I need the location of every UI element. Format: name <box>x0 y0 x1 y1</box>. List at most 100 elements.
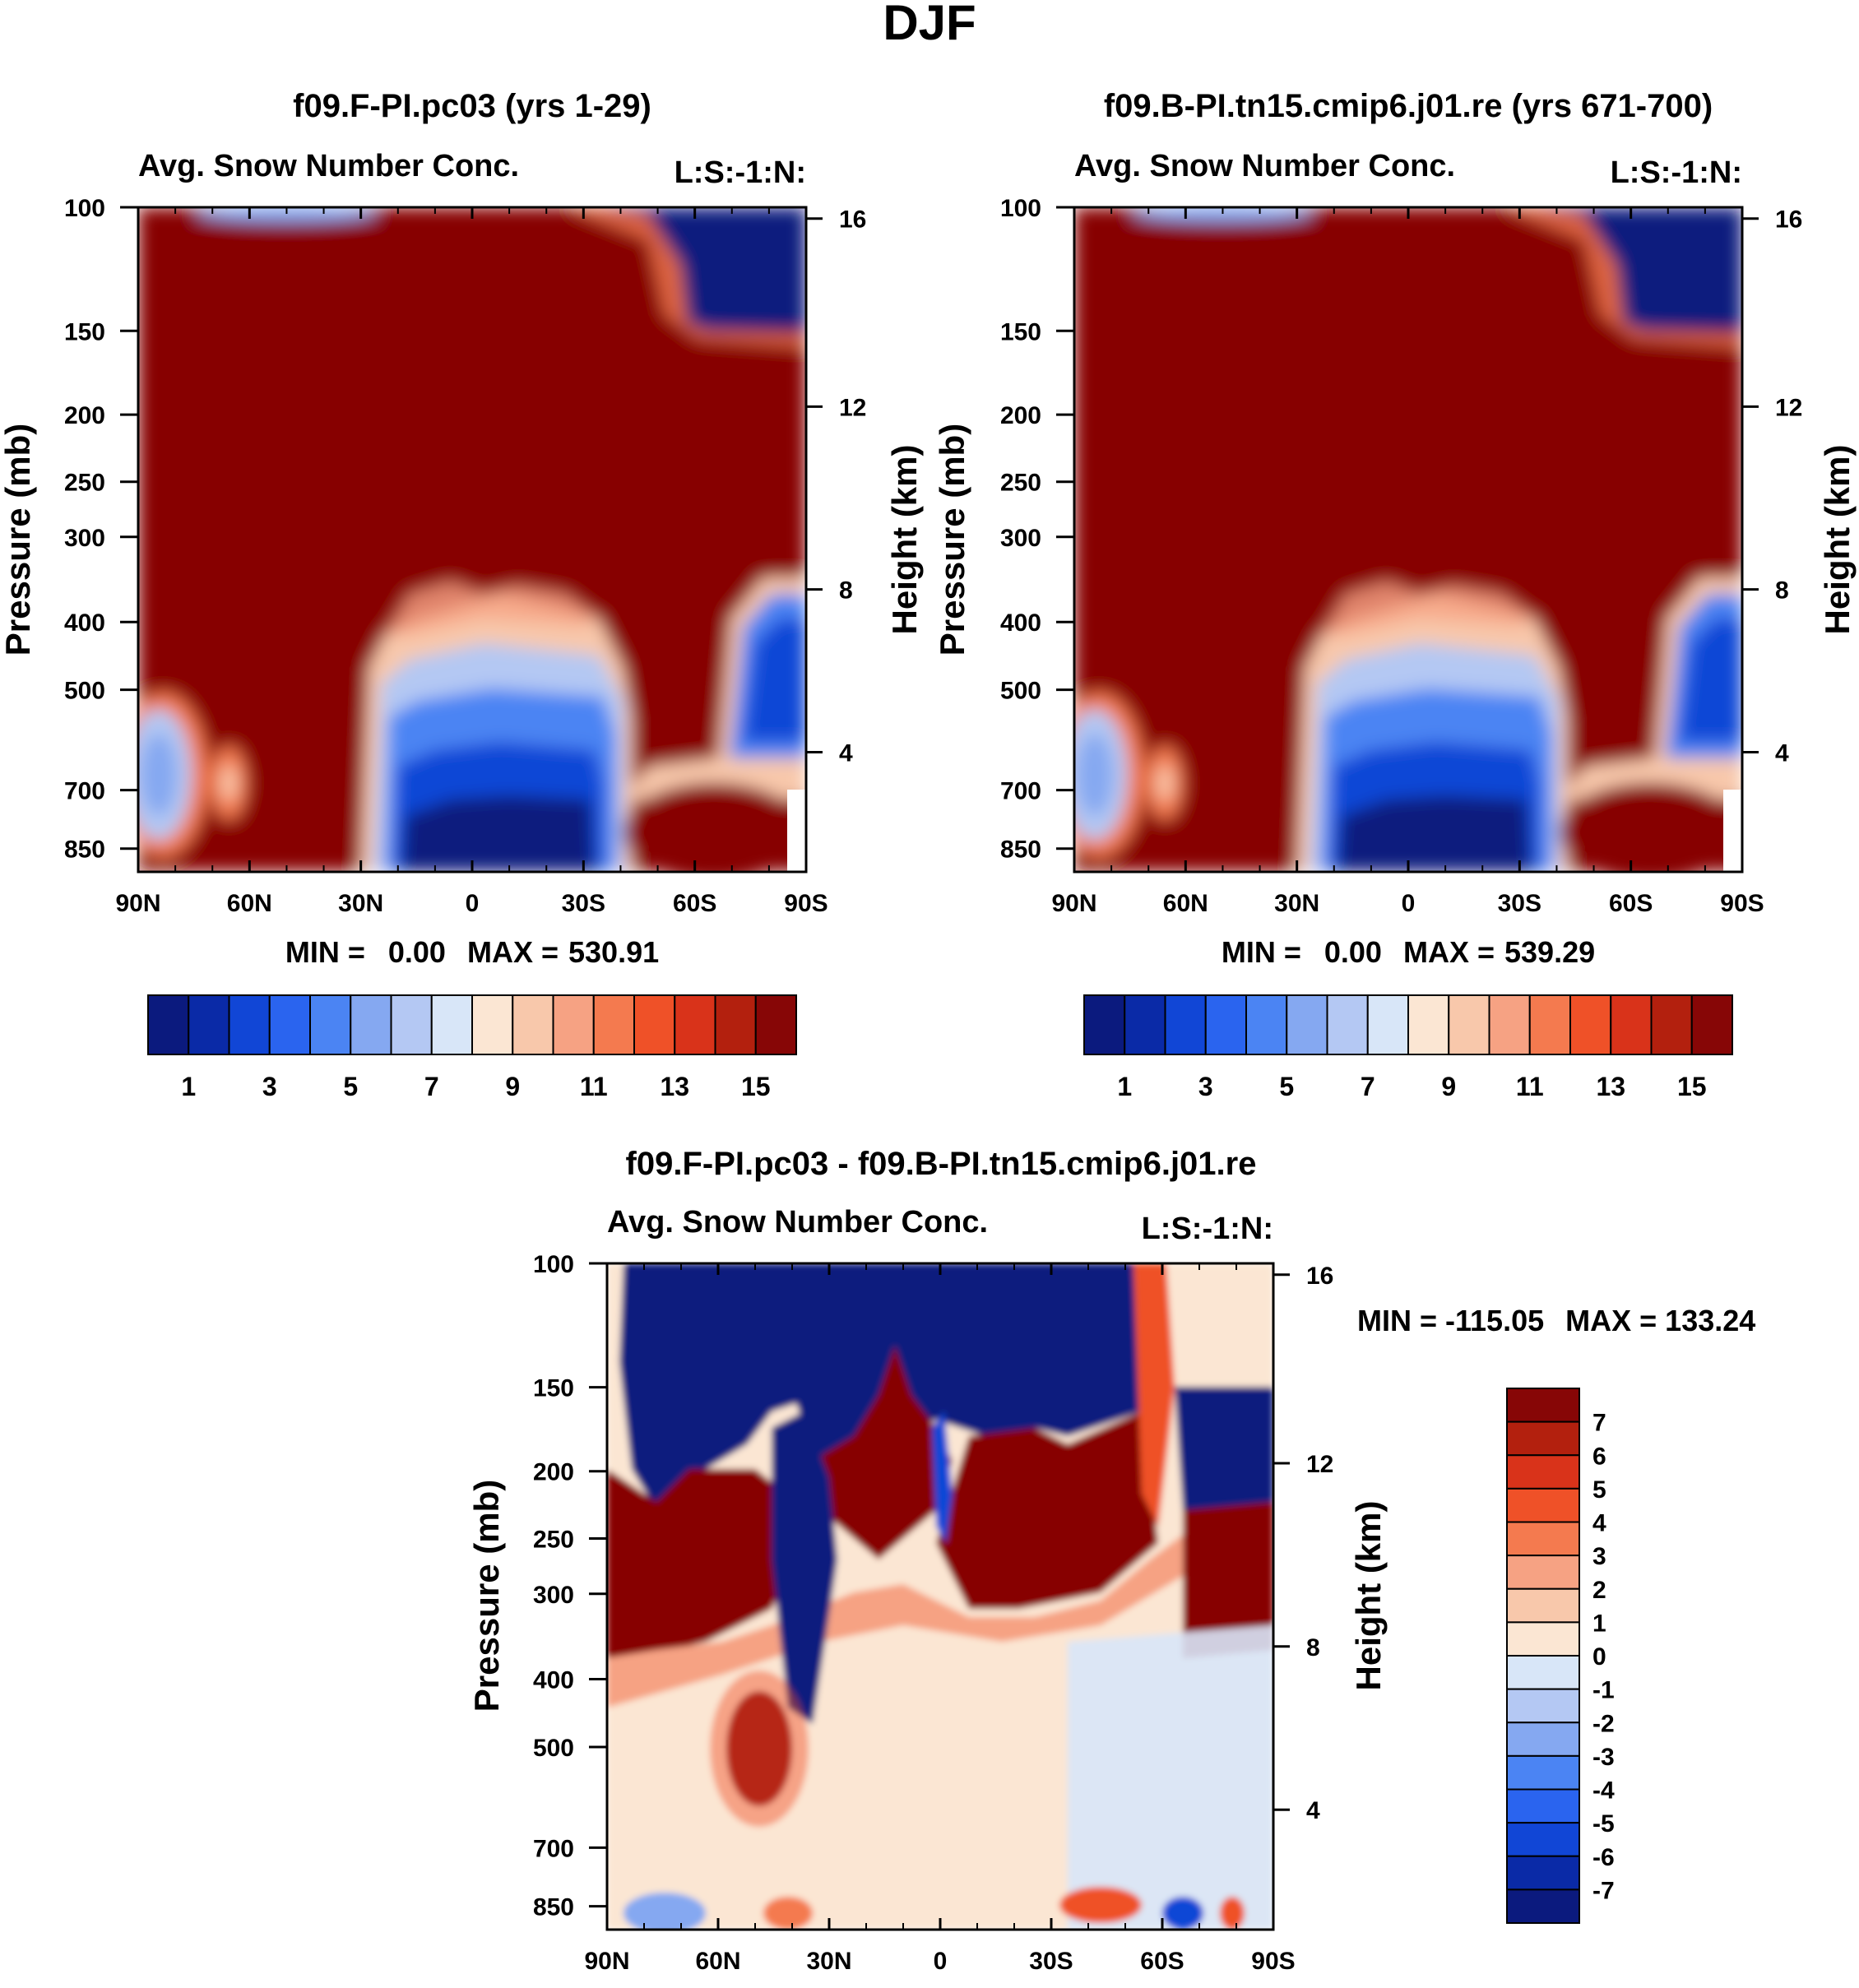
y-tick-label: 500 <box>533 1735 574 1762</box>
x-tick-label: 60S <box>1140 1948 1184 1975</box>
colorbar-box <box>1569 994 1612 1055</box>
panel-a-subtitle-left: Avg. Snow Number Conc. <box>138 149 519 183</box>
y2-tick-label: 8 <box>1775 577 1789 605</box>
y-tick-label: 700 <box>533 1835 574 1862</box>
colorbar-label: 3 <box>1592 1543 1606 1570</box>
colorbar-label: 5 <box>1279 1072 1294 1101</box>
y-tick-label: 300 <box>1000 525 1041 552</box>
colorbar-label: 13 <box>1596 1072 1625 1101</box>
colorbar-box <box>1528 994 1571 1055</box>
colorbar-label: 2 <box>1592 1577 1606 1604</box>
panel-b-ylabel: Pressure (mb) <box>933 424 971 656</box>
y-tick-label: 500 <box>1000 678 1041 705</box>
y2-tick-label: 8 <box>1306 1634 1320 1661</box>
y-tick-label: 200 <box>533 1459 574 1486</box>
colorbar-label: 0 <box>1592 1643 1606 1671</box>
colorbar-label: -7 <box>1592 1877 1615 1904</box>
y2-tick-label: 4 <box>839 740 853 767</box>
colorbar-box <box>714 994 757 1055</box>
colorbar-box <box>309 994 352 1055</box>
colorbar-box <box>1506 1487 1580 1523</box>
colorbar-box <box>1506 1621 1580 1657</box>
x-tick-label: 90S <box>1251 1948 1295 1975</box>
main-title: DJF <box>883 0 976 50</box>
panel-a-ylabel: Pressure (mb) <box>0 424 37 656</box>
colorbar-box <box>1245 994 1288 1055</box>
y-tick-label: 850 <box>533 1894 574 1921</box>
x-tick-label: 90N <box>1051 890 1096 917</box>
x-tick-label: 0 <box>466 890 480 917</box>
y2-tick-label: 12 <box>839 394 866 421</box>
y2-tick-label: 12 <box>1306 1451 1333 1478</box>
colorbar-label: 7 <box>1592 1410 1606 1437</box>
colorbar-label: 7 <box>424 1072 439 1101</box>
x-tick-label: 90S <box>784 890 828 917</box>
colorbar-label: 11 <box>580 1072 608 1101</box>
y-tick-label: 250 <box>64 470 105 497</box>
colorbar-box <box>1506 1420 1580 1457</box>
y-tick-label: 850 <box>1000 836 1041 864</box>
x-tick-label: 0 <box>1402 890 1416 917</box>
panel-a-stats: MIN = 0.00 MAX = 530.91 <box>285 935 659 969</box>
y-tick-label: 150 <box>64 318 105 345</box>
y-tick-label: 700 <box>64 778 105 805</box>
y2-tick-label: 12 <box>1775 394 1802 421</box>
colorbar-box <box>1448 994 1490 1055</box>
panel-b-y-axis: 100 150 200 250 300 400 500 700 850 <box>1000 195 1074 864</box>
colorbar-label: 3 <box>1198 1072 1213 1101</box>
y-tick-label: 100 <box>1000 195 1041 222</box>
y2-tick-label: 16 <box>1775 206 1802 234</box>
y-tick-label: 150 <box>1000 318 1041 345</box>
colorbar-box <box>1407 994 1450 1055</box>
colorbar-box <box>228 994 271 1055</box>
colorbar-box <box>674 994 716 1055</box>
x-tick-label: 30N <box>338 890 383 917</box>
panel-b-y2label: Height (km) <box>1818 445 1857 635</box>
x-tick-label: 90S <box>1720 890 1764 917</box>
panel-b: f09.B-PI.tn15.cmip6.j01.re (yrs 671-700)… <box>933 88 1857 1101</box>
y-tick-label: 400 <box>1000 609 1041 637</box>
y-tick-label: 400 <box>64 609 105 637</box>
colorbar-label: -2 <box>1592 1710 1615 1737</box>
panel-diff-colorbar: 7 6 5 4 3 2 1 0 -1 -2 -3 -4 -5 -6 -7 <box>1506 1388 1615 1924</box>
colorbar-label: 7 <box>1361 1072 1375 1101</box>
colorbar-box <box>1506 1855 1580 1891</box>
colorbar-box <box>1488 994 1531 1055</box>
panel-b-subtitle-left: Avg. Snow Number Conc. <box>1074 149 1455 183</box>
colorbar-box <box>1506 1587 1580 1624</box>
colorbar-box <box>1366 994 1409 1055</box>
y-tick-label: 300 <box>533 1582 574 1609</box>
y-tick-label: 850 <box>64 836 105 864</box>
y2-tick-label: 16 <box>1306 1263 1333 1290</box>
y-tick-label: 300 <box>64 525 105 552</box>
colorbar-label: -6 <box>1592 1844 1615 1871</box>
colorbar-box <box>1506 1722 1580 1757</box>
colorbar-box <box>1083 994 1126 1055</box>
colorbar-label: 4 <box>1592 1510 1606 1537</box>
y-tick-label: 150 <box>533 1375 574 1402</box>
colorbar-box <box>1506 1754 1580 1791</box>
colorbar-box <box>188 994 230 1055</box>
x-tick-label: 0 <box>934 1948 948 1975</box>
colorbar-label: 1 <box>1592 1610 1606 1637</box>
colorbar-label: 13 <box>660 1072 689 1101</box>
panel-a-y-axis: 100 150 200 250 300 400 500 700 850 <box>64 195 138 864</box>
panel-diff-stats: MIN = -115.05 MAX = 133.24 <box>1357 1304 1755 1337</box>
x-tick-label: 60S <box>1609 890 1653 917</box>
y-tick-label: 250 <box>533 1527 574 1554</box>
panel-diff: f09.F-PI.pc03 - f09.B-PI.tn15.cmip6.j01.… <box>467 1146 1755 1975</box>
y2-tick-label: 4 <box>1306 1797 1320 1824</box>
colorbar-label: 15 <box>741 1072 771 1101</box>
x-tick-label: 30N <box>806 1948 851 1975</box>
colorbar-box <box>350 994 392 1055</box>
panel-diff-y2label: Height (km) <box>1349 1501 1388 1691</box>
colorbar-box <box>754 994 797 1055</box>
panel-a-contour-field <box>138 207 806 872</box>
colorbar-label: 5 <box>343 1072 358 1101</box>
x-tick-label: 30S <box>1029 1948 1073 1975</box>
y2-tick-label: 4 <box>1775 740 1789 767</box>
colorbar-box <box>1690 994 1733 1055</box>
panel-diff-x-axis: 90N 60N 30N 0 30S 60S 90S <box>584 1263 1296 1975</box>
panel-a-y2label: Height (km) <box>885 445 924 635</box>
y-tick-label: 400 <box>533 1666 574 1694</box>
